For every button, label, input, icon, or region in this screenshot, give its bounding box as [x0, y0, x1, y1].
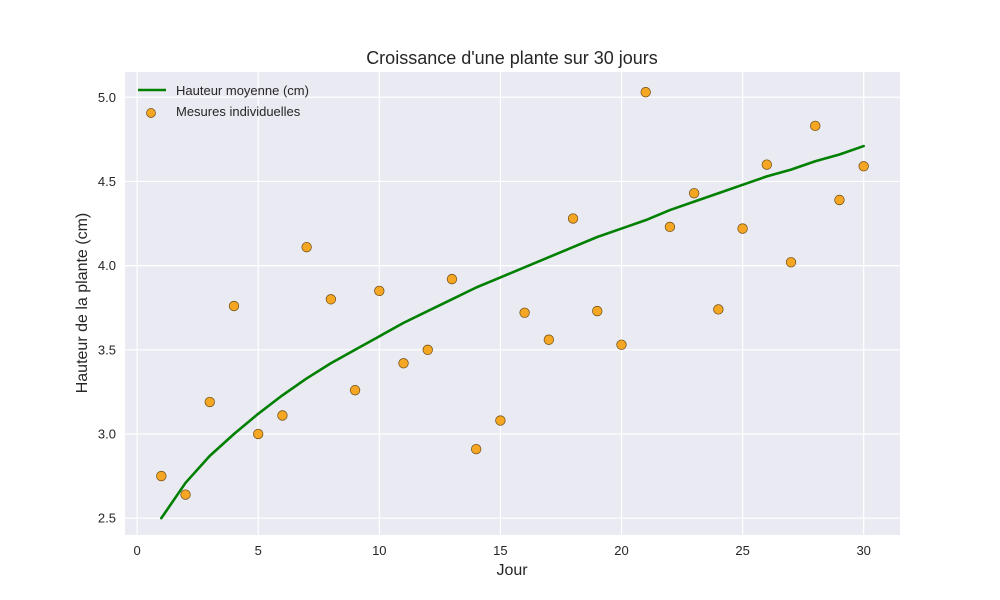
x-tick-label: 20 [614, 543, 628, 558]
scatter-point [616, 339, 627, 350]
scatter-point [592, 305, 603, 317]
scatter-point [567, 213, 579, 224]
scatter-point [640, 87, 651, 98]
scatter-point [253, 428, 264, 440]
scatter-point [810, 120, 821, 132]
scatter-point [228, 300, 240, 312]
chart-title: Croissance d'une plante sur 30 jours [366, 48, 658, 68]
series-layer [156, 87, 869, 520]
x-tick-label: 15 [493, 543, 507, 558]
scatter-point [422, 344, 433, 355]
scatter-point [471, 443, 482, 455]
legend-marker-swatch [146, 108, 156, 118]
scatter-point [713, 304, 724, 315]
legend: Hauteur moyenne (cm) Mesures individuell… [138, 83, 309, 119]
scatter-point [785, 257, 797, 268]
scatter-point [446, 273, 458, 285]
scatter-point [156, 470, 167, 482]
y-tick-label: 4.0 [98, 258, 116, 273]
scatter-point [398, 358, 409, 369]
x-axis-ticks: 0 5 10 15 20 25 30 [133, 543, 870, 558]
scatter-point [688, 188, 700, 199]
scatter-point [761, 159, 772, 170]
x-tick-label: 25 [735, 543, 749, 558]
scatter-point [664, 221, 676, 233]
scatter-point [204, 396, 215, 408]
plot-area [125, 72, 900, 535]
scatter-point [277, 410, 288, 421]
y-axis-label: Hauteur de la plante (cm) [74, 213, 91, 394]
scatter-point [374, 285, 385, 297]
y-tick-label: 3.0 [98, 426, 116, 441]
y-axis-ticks: 2.5 3.0 3.5 4.0 4.5 5.0 [98, 90, 116, 526]
scatter-point [737, 223, 748, 234]
scatter-point [180, 489, 191, 500]
x-tick-label: 10 [372, 543, 386, 558]
line-series-hauteur-moyenne [160, 144, 865, 520]
y-tick-label: 2.5 [98, 511, 116, 526]
x-tick-label: 30 [856, 543, 870, 558]
grid-vertical [136, 72, 865, 535]
scatter-point [495, 415, 506, 426]
x-tick-label: 5 [255, 543, 262, 558]
scatter-point [543, 334, 554, 345]
scatter-point [519, 307, 530, 318]
y-tick-label: 4.5 [98, 174, 116, 189]
scatter-point [834, 194, 845, 206]
grid-horizontal [125, 96, 900, 519]
scatter-point [858, 161, 869, 172]
scatter-point [325, 294, 337, 305]
legend-label-scatter: Mesures individuelles [176, 104, 301, 119]
scatter-point [301, 241, 312, 253]
x-tick-label: 0 [133, 543, 140, 558]
y-tick-label: 5.0 [98, 90, 116, 105]
scatter-point [349, 385, 361, 396]
x-axis-label: Jour [496, 562, 528, 579]
y-tick-label: 3.5 [98, 342, 116, 357]
legend-label-line: Hauteur moyenne (cm) [176, 83, 309, 98]
